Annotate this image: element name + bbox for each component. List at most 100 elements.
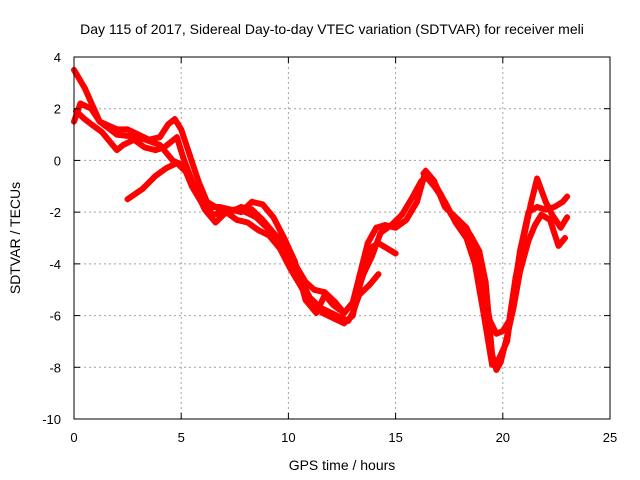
- data-point: [373, 224, 380, 231]
- data-point: [135, 131, 142, 138]
- data-point: [152, 172, 159, 179]
- data-point: [98, 128, 105, 135]
- data-point: [227, 206, 234, 213]
- y-tick-label: -10: [42, 412, 61, 427]
- x-tick-label: 5: [178, 430, 185, 445]
- data-point: [201, 206, 208, 213]
- data-point: [452, 219, 459, 226]
- data-point: [195, 178, 202, 185]
- data-point: [173, 160, 180, 167]
- data-point: [409, 193, 416, 200]
- series-line: [71, 66, 382, 324]
- data-point: [184, 170, 191, 177]
- data-point: [351, 297, 358, 304]
- x-axis-label: GPS time / hours: [289, 457, 396, 473]
- data-point: [319, 309, 326, 316]
- data-point: [186, 152, 193, 159]
- data-point: [561, 235, 568, 241]
- data-point: [463, 235, 470, 241]
- data-point: [534, 203, 541, 210]
- data-point: [248, 198, 255, 205]
- data-point: [392, 250, 399, 257]
- data-point: [88, 105, 95, 112]
- data-point: [493, 330, 500, 337]
- data-point: [482, 278, 489, 285]
- data-point: [167, 139, 174, 146]
- x-tick-label: 15: [388, 430, 402, 445]
- y-tick-label: 2: [54, 102, 61, 117]
- data-point: [495, 356, 502, 363]
- data-point: [171, 116, 178, 123]
- y-tick-label: 4: [54, 50, 61, 65]
- data-point: [206, 203, 213, 210]
- data-point: [195, 193, 202, 200]
- data-point: [388, 222, 395, 229]
- y-tick-label: -4: [49, 257, 61, 272]
- data-point: [375, 271, 382, 278]
- data-point: [546, 216, 553, 223]
- data-point: [96, 118, 103, 125]
- x-tick-label: 20: [496, 430, 510, 445]
- data-point: [146, 136, 153, 143]
- data-point: [555, 242, 562, 249]
- data-point: [281, 235, 288, 241]
- data-point: [364, 240, 371, 247]
- data-point: [163, 165, 170, 172]
- data-point: [113, 131, 120, 138]
- chart-title: Day 115 of 2017, Sidereal Day-to-day VTE…: [80, 21, 584, 37]
- data-point: [392, 224, 399, 231]
- data-point: [165, 121, 172, 128]
- data-point: [276, 245, 283, 252]
- data-point: [173, 134, 180, 141]
- data-point: [564, 214, 571, 221]
- data-point: [366, 281, 373, 288]
- data-point: [510, 291, 517, 298]
- data-point: [113, 147, 120, 154]
- y-tick-label: -2: [49, 205, 61, 220]
- data-point: [418, 178, 425, 185]
- data-point: [384, 245, 391, 252]
- data-point: [330, 302, 337, 309]
- data-point: [141, 144, 148, 151]
- data-point: [238, 209, 245, 216]
- data-point: [178, 126, 185, 133]
- data-point: [311, 286, 318, 293]
- data-point: [131, 136, 138, 143]
- y-tick-label: 0: [54, 153, 61, 168]
- data-point: [504, 338, 511, 345]
- data-point: [480, 309, 487, 316]
- data-point: [525, 209, 532, 216]
- data-point: [81, 116, 88, 123]
- data-point: [244, 219, 251, 226]
- data-point: [270, 229, 277, 236]
- data-point: [525, 237, 532, 244]
- y-axis-label: SDTVAR / TECUs: [7, 182, 23, 294]
- data-point: [113, 126, 120, 133]
- series-track-5: [420, 170, 571, 368]
- data-point: [489, 361, 496, 368]
- data-point: [549, 211, 556, 218]
- data-point: [139, 185, 146, 192]
- data-point: [431, 183, 438, 190]
- data-point: [471, 260, 478, 267]
- data-point: [542, 198, 549, 205]
- data-point: [156, 134, 163, 141]
- data-point: [341, 320, 348, 327]
- data-point: [467, 232, 474, 239]
- data-point: [330, 315, 337, 322]
- y-tick-label: -6: [49, 309, 61, 324]
- data-point: [291, 258, 298, 265]
- data-point: [349, 312, 356, 319]
- data-point: [216, 203, 223, 210]
- data-point: [77, 100, 84, 107]
- data-point: [321, 291, 328, 298]
- data-point: [302, 297, 309, 304]
- data-point: [248, 206, 255, 213]
- data-point: [564, 193, 571, 200]
- data-point: [369, 253, 376, 260]
- plot-frame: [73, 56, 611, 420]
- data-point: [414, 198, 421, 205]
- data-point: [161, 144, 168, 151]
- data-point: [403, 216, 410, 223]
